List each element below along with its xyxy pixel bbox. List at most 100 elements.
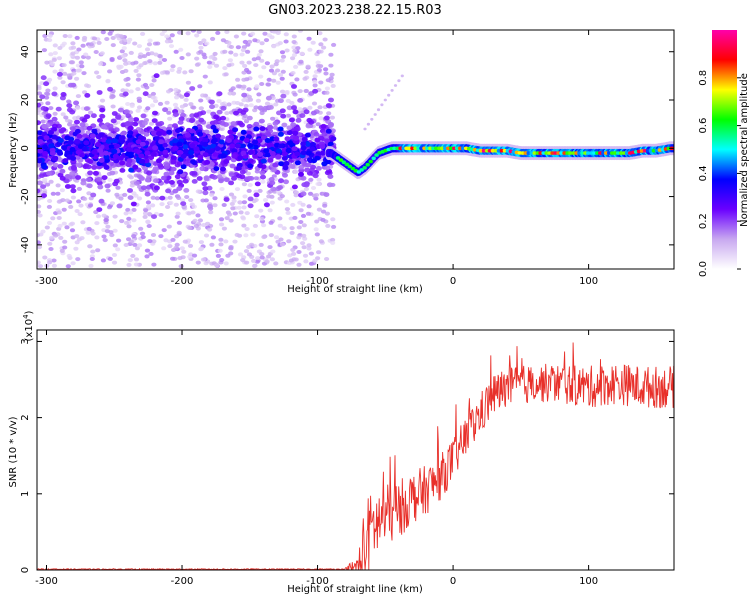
spectrogram-point (51, 126, 58, 132)
spectrogram-point (299, 51, 305, 56)
spectrogram-point (138, 153, 145, 159)
spectrogram-point (280, 69, 286, 74)
spectrogram-point (170, 166, 177, 172)
spectrogram-point (96, 75, 102, 79)
spectrogram-point (89, 257, 95, 261)
spectrogram-point (170, 256, 176, 261)
spectrogram-point (277, 98, 284, 104)
spectrogram-point (111, 260, 118, 265)
spectrogram-point (235, 84, 241, 89)
spectrogram-point (103, 164, 110, 170)
spectrogram-point (109, 58, 115, 63)
spectrogram-point (309, 146, 316, 152)
spectrogram-point (243, 103, 249, 108)
spectrogram-point (80, 220, 86, 225)
spectrogram-point (247, 163, 254, 169)
spectrogram-point (56, 216, 62, 220)
spectrogram-point (246, 252, 253, 257)
spectrogram-point (41, 193, 47, 199)
spectrogram-point (283, 39, 289, 44)
spectrogram-point (123, 88, 130, 93)
spectrogram-point (305, 211, 311, 216)
spectrogram-point (51, 134, 58, 140)
spectrogram-point (151, 78, 157, 83)
spectrogram-point (125, 82, 131, 87)
spectrogram-point (71, 68, 77, 73)
spectrogram-point (43, 81, 50, 87)
spectrogram-point (208, 99, 215, 105)
spectrogram-point (317, 31, 323, 36)
spectrogram-point (135, 77, 141, 82)
spectrogram-point (120, 54, 127, 59)
spectrogram-point (67, 34, 73, 39)
spectrogram-point (143, 131, 150, 137)
spectrogram-point (198, 117, 205, 123)
spectrogram-point (368, 159, 373, 164)
spectrogram-point (246, 188, 252, 193)
snr-y-scale: (x104) (22, 310, 35, 341)
spectrogram-point (218, 237, 224, 242)
spectrogram-point (117, 155, 124, 161)
spectrogram-point (42, 144, 49, 150)
spectrogram-point (93, 50, 99, 54)
spectrogram-point (250, 232, 256, 237)
spectrogram-point (252, 223, 258, 228)
colorbar-tick-label: 0.6 (698, 118, 709, 134)
spectrogram-point (58, 235, 64, 240)
spectrogram-point (306, 243, 312, 248)
spectrogram-point (209, 192, 215, 197)
spectrogram-point (169, 33, 175, 38)
spectrogram-point (327, 174, 334, 180)
spectrogram-point (60, 112, 66, 117)
spectrogram-point (57, 150, 64, 156)
spectrogram-point (64, 184, 71, 189)
spectrogram-point (174, 234, 180, 239)
spectrogram-point (325, 223, 331, 228)
spectrogram-point (130, 180, 136, 185)
spectrogram-point (300, 141, 307, 147)
spectrogram-point (180, 201, 187, 207)
spectrogram-point (287, 253, 293, 258)
spectrogram-point (247, 143, 254, 148)
spectrogram-point (148, 121, 155, 126)
spectrogram-point (228, 172, 235, 178)
spectrogram-point (109, 233, 115, 238)
spectrogram-point (132, 242, 138, 247)
spectrogram-point (315, 122, 321, 127)
spectrogram-point (45, 101, 51, 106)
spectrogram-point (312, 74, 318, 79)
spectrogram-point (42, 151, 49, 156)
spectrogram-point (163, 179, 170, 184)
spectrogram-point (74, 209, 80, 213)
spectrogram-point (128, 167, 135, 173)
spectrogram-point (292, 130, 299, 136)
spectrogram-point (275, 148, 282, 154)
spectrogram-point (228, 245, 234, 249)
spectrogram-point (231, 195, 237, 200)
spectrogram-point (224, 111, 230, 116)
spectrogram-point (294, 77, 300, 82)
spectrogram-point (231, 176, 237, 181)
spectrogram-point (323, 71, 329, 76)
spectrogram-point (234, 232, 240, 237)
spectrogram-point (140, 185, 147, 191)
spectrogram-point (229, 201, 235, 206)
spectrogram-point (193, 167, 199, 172)
spectrogram-point (253, 192, 260, 198)
spectrogram-point (240, 110, 247, 115)
spectrogram-point (261, 235, 267, 240)
spectrogram-point (269, 200, 275, 205)
colorbar-ticks: 0.0 0.2 0.4 0.6 0.8 (698, 70, 741, 277)
spectrogram-point (37, 209, 41, 214)
spectrogram-point (387, 93, 391, 97)
spectrogram-point (292, 48, 298, 53)
spectrogram-point (305, 150, 312, 156)
spectrogram-point (211, 174, 218, 180)
spectrogram-point (47, 77, 53, 82)
spectrogram-point (137, 174, 143, 180)
spectrogram-point (255, 98, 261, 103)
spectrogram-point (37, 84, 42, 89)
colorbar-tick-label: 0.0 (698, 261, 709, 277)
spectrogram-point (41, 164, 48, 170)
spectrogram-point (307, 47, 313, 52)
